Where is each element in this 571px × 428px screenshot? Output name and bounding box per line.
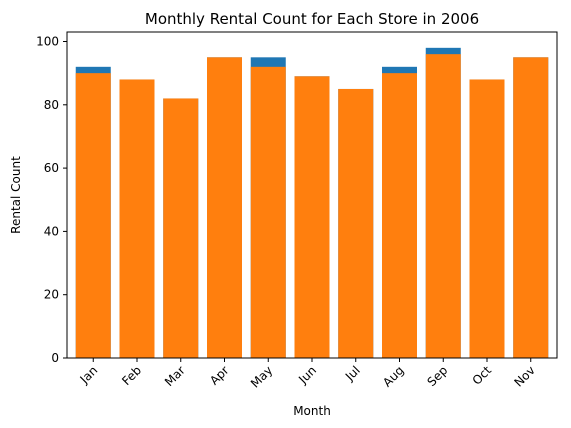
bar-series2-jan xyxy=(75,73,111,359)
y-tick-label: 20 xyxy=(44,288,59,302)
y-tick-label: 40 xyxy=(44,224,59,238)
x-axis-label: Month xyxy=(293,404,331,418)
y-axis-label: Rental Count xyxy=(9,156,23,234)
bars-group xyxy=(75,47,549,359)
bar-series2-apr xyxy=(207,57,242,358)
bar-series2-feb xyxy=(119,79,155,358)
plot-area-frame xyxy=(66,31,558,359)
y-axis-ticks: 0 20 40 60 80 100 xyxy=(36,35,67,365)
y-tick-label: 60 xyxy=(44,161,59,175)
bar-series2-jul xyxy=(338,88,374,358)
y-tick-label: 80 xyxy=(44,98,59,112)
bar-series2-aug xyxy=(382,73,417,359)
bar-series2-oct xyxy=(469,79,505,358)
bar-series2-mar xyxy=(163,98,199,358)
y-tick-label: 100 xyxy=(36,35,59,49)
bar-series2-nov xyxy=(513,57,549,358)
bar-series2-may xyxy=(250,66,286,358)
chart-title: Monthly Rental Count for Each Store in 2… xyxy=(145,10,479,28)
bar-series2-sep xyxy=(425,54,461,358)
bar-series2-jun xyxy=(294,76,330,358)
y-tick-label: 0 xyxy=(51,351,59,365)
